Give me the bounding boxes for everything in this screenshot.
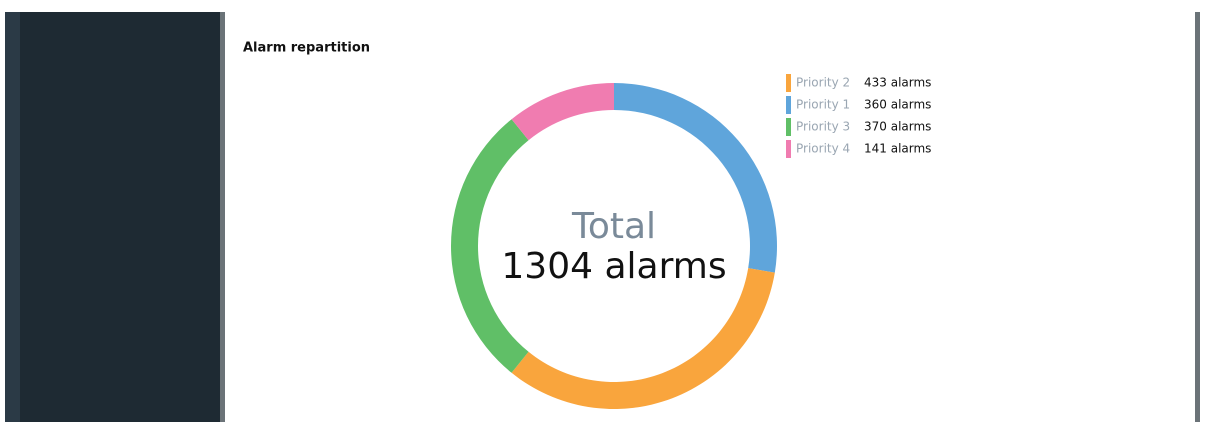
donut-segment [511, 83, 614, 141]
donut-segment [450, 119, 529, 373]
legend-value: 360 alarms [864, 98, 931, 112]
legend-label: Priority 4 [796, 142, 850, 156]
legend-label: Priority 2 [796, 76, 850, 90]
legend-swatch [786, 74, 791, 92]
center-title: Total [571, 206, 656, 247]
legend-label: Priority 3 [796, 120, 850, 134]
legend: Priority 2 433 alarms Priority 1 360 alarms… [786, 74, 931, 158]
donut-segment [614, 83, 777, 273]
sidebar-strip [5, 12, 20, 422]
legend-swatch [786, 118, 791, 136]
sidebar-border [220, 12, 225, 422]
sidebar [20, 12, 220, 422]
legend-swatch [786, 96, 791, 114]
legend-swatch [786, 140, 791, 158]
legend-value: 141 alarms [864, 142, 931, 156]
legend-value: 370 alarms [864, 120, 931, 134]
center-total: 1304 alarms [501, 246, 726, 287]
donut-segment [511, 268, 775, 409]
legend-label: Priority 1 [796, 98, 850, 112]
legend-value: 433 alarms [864, 76, 931, 90]
right-border [1195, 12, 1200, 422]
panel-title: Alarm repartition [243, 41, 370, 56]
